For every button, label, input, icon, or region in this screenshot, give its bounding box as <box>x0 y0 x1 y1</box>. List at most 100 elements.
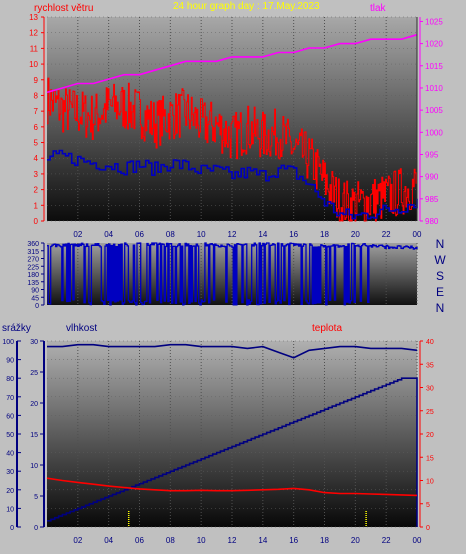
wind-axis-tick-label: 8 <box>34 91 39 100</box>
wind-axis-tick-label: 10 <box>29 60 38 69</box>
temperature-axis-tick-label: 25 <box>426 409 434 416</box>
time-tick-label: 02 <box>73 230 82 239</box>
time-tick-label: 12 <box>228 230 237 239</box>
temperature-axis-tick-label: 40 <box>426 339 434 346</box>
pressure-axis: 980 985 990 995 1000 1005 1010 1015 1020 1025 <box>419 17 443 226</box>
wind-average-line <box>47 149 418 220</box>
wind-direction-series <box>47 242 418 306</box>
time-tick-label: 12 <box>228 536 237 545</box>
direction-axis-tick-label: 45 <box>31 295 39 302</box>
time-tick-label: 22 <box>382 230 391 239</box>
rain-axis-tick-label: 50 <box>6 432 14 439</box>
compass-letter: N <box>436 301 445 315</box>
pressure-line <box>46 33 418 94</box>
time-tick-label: 10 <box>197 536 206 545</box>
direction-axis-tick-label: 225 <box>27 264 39 271</box>
direction-axis-tick-label: 315 <box>27 249 39 256</box>
humidity-axis-tick-label: 20 <box>30 401 38 408</box>
pressure-label: tlak <box>370 3 387 14</box>
humidity-axis-tick-label: 15 <box>30 432 38 439</box>
humidity-line <box>47 343 418 359</box>
time-tick-label: 06 <box>135 536 144 545</box>
chart-title: 24 hour graph day : 17.May.2023 <box>173 1 320 12</box>
wind-axis-tick-label: 1 <box>34 201 39 210</box>
time-axis-1: 02 04 06 08 10 12 14 16 18 20 22 00 <box>73 230 422 239</box>
rain-line <box>47 377 418 527</box>
temperature-axis-tick-label: 20 <box>426 432 434 439</box>
time-tick-label: 20 <box>351 230 360 239</box>
wind-axis-tick-label: 2 <box>34 186 39 195</box>
time-tick-label: 02 <box>73 536 82 545</box>
time-tick-label: 18 <box>320 536 329 545</box>
rain-axis-tick-label: 20 <box>6 488 14 495</box>
time-tick-label: 08 <box>166 230 175 239</box>
time-tick-label: 16 <box>289 536 298 545</box>
pressure-axis-tick-label: 1005 <box>425 106 443 115</box>
compass-letter: S <box>436 269 444 283</box>
wind-axis-tick-label: 12 <box>29 29 38 38</box>
direction-axis-tick-label: 360 <box>27 241 39 248</box>
temperature-axis-tick-label: 35 <box>426 362 434 369</box>
time-tick-label: 20 <box>351 536 360 545</box>
wind-axis-tick-label: 3 <box>34 170 39 179</box>
humidity-axis-tick-label: 0 <box>34 525 38 532</box>
compass-letter: N <box>436 237 445 251</box>
wind-axis-tick-label: 13 <box>29 13 38 22</box>
wind-axis-tick-label: 0 <box>34 217 39 226</box>
time-tick-label: 18 <box>320 230 329 239</box>
compass-letter: E <box>436 285 444 299</box>
temperature-line <box>46 477 418 497</box>
wind-axis-tick-label: 7 <box>34 107 39 116</box>
rain-label: srážky <box>2 323 31 334</box>
rain-axis-tick-label: 60 <box>6 413 14 420</box>
time-tick-label: 14 <box>258 230 267 239</box>
time-tick-label: 04 <box>104 230 113 239</box>
direction-axis-tick-label: 0 <box>35 303 39 310</box>
wind-axis-tick-label: 11 <box>30 44 39 53</box>
humidity-axis-tick-label: 10 <box>30 463 38 470</box>
humidity-axis-tick-label: 25 <box>30 370 38 377</box>
time-tick-label: 00 <box>413 230 422 239</box>
pressure-axis-tick-label: 990 <box>425 173 439 182</box>
temperature-axis-tick-label: 15 <box>426 455 434 462</box>
temperature-axis-tick-label: 0 <box>426 525 430 532</box>
time-tick-label: 14 <box>258 536 267 545</box>
rain-axis-tick-label: 40 <box>6 451 14 458</box>
temperature-axis-tick-label: 5 <box>426 502 430 509</box>
time-tick-label: 22 <box>382 536 391 545</box>
pressure-axis-tick-label: 1010 <box>425 84 443 93</box>
wind-axis-tick-label: 4 <box>34 154 39 163</box>
pressure-axis-tick-label: 995 <box>425 150 439 159</box>
pressure-axis-tick-label: 1000 <box>425 128 443 137</box>
pressure-axis-tick-label: 980 <box>425 217 439 226</box>
humidity-temperature-axes: 0 10 20 30 40 50 60 70 80 90 100 0 5 10 15 20 25 30 0 5 10 15… <box>2 339 434 532</box>
time-tick-label: 00 <box>413 536 422 545</box>
humidity-axis-tick-label: 5 <box>34 494 38 501</box>
direction-axis-tick-label: 270 <box>27 257 39 264</box>
direction-axis-tick-label: 135 <box>27 280 39 287</box>
rain-axis-tick-label: 0 <box>10 525 14 532</box>
pressure-axis-tick-label: 1025 <box>425 17 443 26</box>
wind-axis-tick-label: 6 <box>34 123 39 132</box>
time-tick-label: 06 <box>135 230 144 239</box>
direction-axis-tick-label: 180 <box>27 272 39 279</box>
time-axis-3: 02 04 06 08 10 12 14 16 18 20 22 00 <box>73 536 422 545</box>
compass-letter: W <box>434 253 446 267</box>
wind-axis-tick-label: 9 <box>34 76 39 85</box>
wind-speed-line <box>47 77 418 222</box>
rain-axis-tick-label: 10 <box>6 506 14 513</box>
temperature-axis-tick-label: 30 <box>426 386 434 393</box>
pressure-axis-tick-label: 1020 <box>425 40 443 49</box>
time-tick-label: 08 <box>166 536 175 545</box>
rain-axis-tick-label: 80 <box>6 376 14 383</box>
wind-axis-tick-label: 5 <box>34 139 39 148</box>
temperature-label: teplota <box>312 323 342 334</box>
pressure-axis-tick-label: 1015 <box>425 62 443 71</box>
humidity-temperature-series <box>46 343 418 527</box>
rain-axis-tick-label: 30 <box>6 469 14 476</box>
rain-axis-tick-label: 100 <box>2 339 14 346</box>
